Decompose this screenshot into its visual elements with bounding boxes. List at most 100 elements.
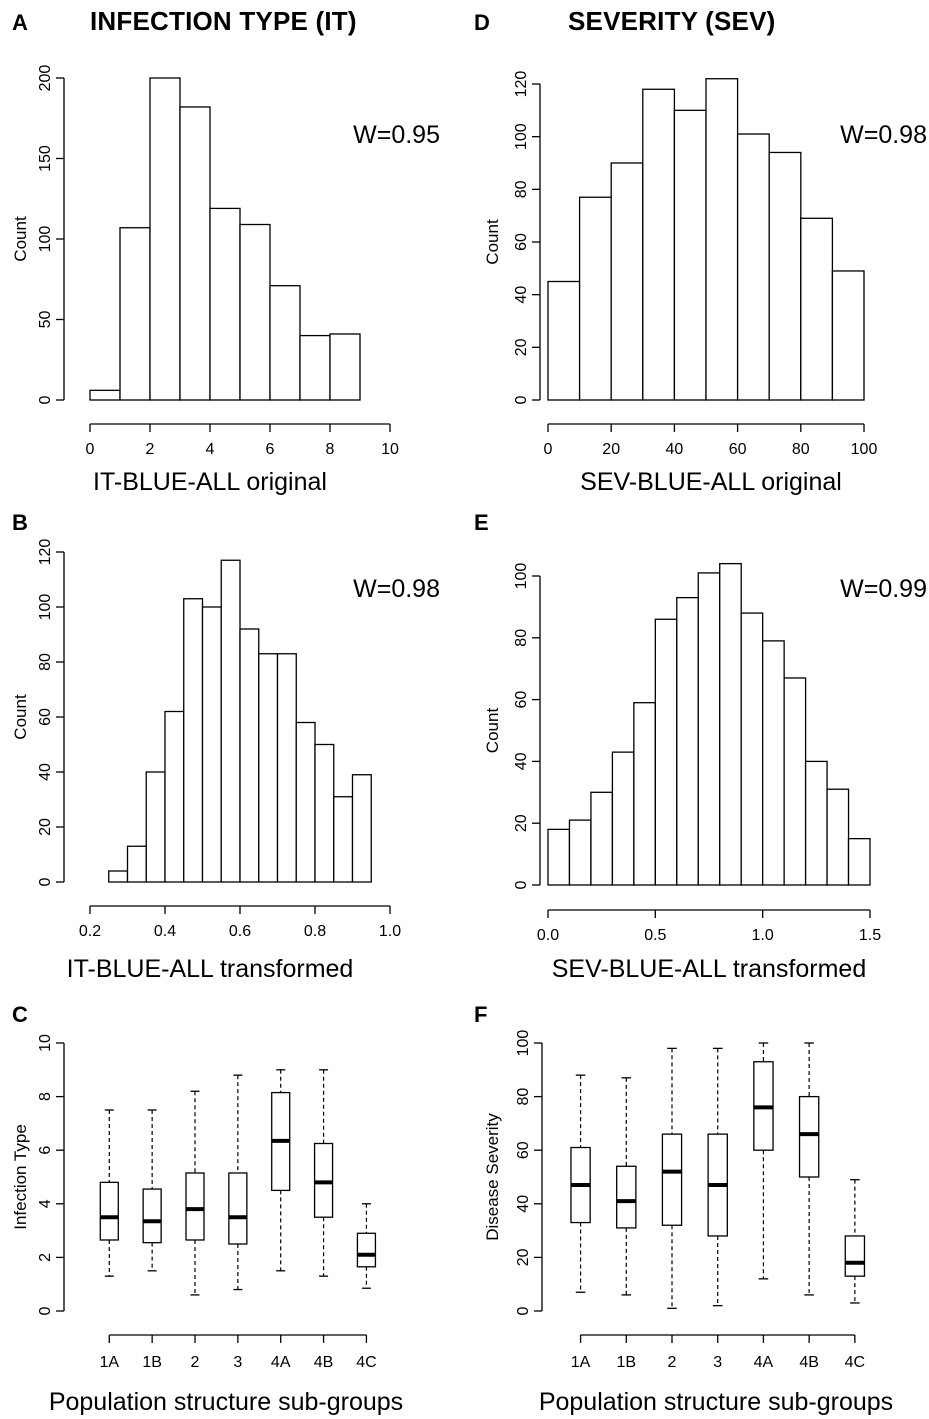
histogram-bar bbox=[296, 723, 315, 883]
y-axis-label: Disease Severity bbox=[483, 1113, 502, 1241]
histogram-bar bbox=[210, 208, 240, 400]
histogram-bar bbox=[278, 654, 297, 882]
x-tick-label: 8 bbox=[326, 441, 335, 458]
y-tick-label: 0 bbox=[37, 1306, 54, 1315]
y-tick-label: 100 bbox=[513, 563, 530, 590]
x-axis-label: Population structure sub-groups bbox=[49, 1388, 403, 1416]
iqr-box bbox=[845, 1236, 864, 1276]
histogram-bar bbox=[741, 613, 762, 885]
histogram-bar bbox=[580, 197, 612, 400]
histogram-bar bbox=[221, 560, 240, 882]
boxplot-4b bbox=[315, 1070, 333, 1276]
boxplot-1b bbox=[617, 1078, 636, 1295]
boxplot-4c bbox=[845, 1180, 864, 1303]
boxplot-1a bbox=[100, 1110, 118, 1276]
x-axis-label: Population structure sub-groups bbox=[539, 1388, 893, 1416]
histogram-bar bbox=[146, 772, 165, 882]
histogram-bar bbox=[849, 839, 870, 885]
boxplot-2 bbox=[662, 1048, 681, 1308]
panel-f: 020406080100Disease Severity1A 1B 2 3 4A 4B 4C… bbox=[483, 1030, 893, 1416]
y-axis-label: Count bbox=[483, 708, 502, 754]
panel-e: 020406080100Count0.0 0.5 1.0 1.5W=0.99SEV-B… bbox=[483, 563, 927, 983]
x-tick-label: 0 bbox=[86, 441, 95, 458]
histogram-bar bbox=[165, 712, 184, 883]
x-tick-label: 4 bbox=[206, 441, 215, 458]
boxplot-4a bbox=[272, 1070, 290, 1271]
histogram-bar bbox=[120, 228, 150, 400]
histogram-bar bbox=[720, 564, 741, 885]
boxplot-3 bbox=[708, 1048, 727, 1305]
y-tick-label: 6 bbox=[37, 1146, 54, 1155]
x-axis-label: IT-BLUE-ALL original bbox=[93, 468, 327, 496]
x-axis-label: IT-BLUE-ALL transformed bbox=[67, 955, 354, 983]
y-tick-label: 0 bbox=[513, 395, 530, 404]
x-tick-label: 0.0 bbox=[537, 927, 559, 944]
histogram-bar bbox=[611, 163, 643, 400]
histogram-bar bbox=[643, 89, 675, 400]
histogram-bar bbox=[330, 334, 360, 400]
y-tick-label: 200 bbox=[37, 65, 54, 92]
y-tick-label: 40 bbox=[513, 286, 530, 304]
y-tick-label: 20 bbox=[515, 1248, 532, 1266]
y-tick-label: 60 bbox=[513, 233, 530, 251]
histogram-bar bbox=[203, 607, 222, 882]
histogram-bar bbox=[548, 282, 580, 401]
y-tick-label: 100 bbox=[37, 594, 54, 621]
x-tick-label: 1.5 bbox=[859, 927, 881, 944]
boxplot-1b bbox=[143, 1110, 161, 1271]
iqr-box bbox=[229, 1173, 247, 1244]
y-tick-label: 100 bbox=[513, 123, 530, 150]
y-tick-label: 80 bbox=[515, 1088, 532, 1106]
histogram-bar bbox=[806, 761, 827, 885]
y-tick-label: 0 bbox=[37, 877, 54, 886]
histogram-bar bbox=[769, 152, 801, 400]
x-tick-label: 100 bbox=[851, 441, 878, 458]
boxplot-4a bbox=[754, 1043, 773, 1279]
shapiro-w-annotation: W=0.98 bbox=[840, 121, 927, 149]
shapiro-w-annotation: W=0.99 bbox=[840, 575, 927, 603]
histogram-bar bbox=[334, 797, 353, 882]
x-tick-label: 3 bbox=[233, 1354, 242, 1371]
iqr-box bbox=[800, 1097, 819, 1177]
histogram-bar bbox=[128, 846, 147, 882]
y-tick-label: 40 bbox=[513, 752, 530, 770]
x-tick-label: 0.8 bbox=[304, 923, 326, 940]
boxplot-2 bbox=[186, 1091, 204, 1295]
x-tick-label: 1A bbox=[99, 1354, 119, 1371]
panel-a: 0 50 100 150 200 Count 0 2 4 6 8 10 W=0.95 IT-BLUE-AL… bbox=[11, 65, 440, 496]
histogram-bar bbox=[109, 871, 128, 882]
histogram-bar bbox=[270, 286, 300, 400]
histogram-bar bbox=[315, 745, 334, 883]
x-tick-label: 1B bbox=[616, 1354, 636, 1371]
x-tick-label: 4B bbox=[314, 1354, 334, 1371]
y-tick-label: 120 bbox=[513, 71, 530, 98]
panel-c: 0 2 4 6 8 10 Infection Type 1A 1B 2 3 4A 4B 4C Populat… bbox=[11, 1034, 403, 1416]
y-tick-label: 60 bbox=[515, 1141, 532, 1159]
histogram-bar bbox=[90, 390, 120, 400]
histogram-bar bbox=[612, 752, 633, 885]
x-tick-label: 3 bbox=[713, 1354, 722, 1371]
y-tick-label: 80 bbox=[513, 629, 530, 647]
x-axis-label: SEV-BLUE-ALL original bbox=[580, 468, 842, 496]
x-tick-label: 2 bbox=[146, 441, 155, 458]
boxplot-1a bbox=[571, 1075, 590, 1292]
y-tick-label: 10 bbox=[37, 1034, 54, 1052]
x-axis-label: SEV-BLUE-ALL transformed bbox=[552, 955, 867, 983]
x-tick-label: 4B bbox=[799, 1354, 819, 1371]
histogram-bar bbox=[150, 78, 180, 400]
iqr-box bbox=[143, 1189, 161, 1243]
iqr-box bbox=[315, 1144, 333, 1218]
y-tick-label: 40 bbox=[37, 763, 54, 781]
x-tick-label: 4A bbox=[271, 1354, 291, 1371]
histogram-bar bbox=[300, 336, 330, 400]
y-tick-label: 4 bbox=[37, 1199, 54, 1208]
boxplot-4c bbox=[357, 1204, 375, 1288]
y-tick-label: 0 bbox=[37, 395, 54, 404]
x-tick-label: 4C bbox=[356, 1354, 376, 1371]
x-tick-label: 20 bbox=[602, 441, 620, 458]
histogram-bar bbox=[784, 678, 805, 885]
x-tick-label: 2 bbox=[668, 1354, 677, 1371]
panel-d: 020406080100120Count0 20 40 60 80 100W=0.98SE… bbox=[483, 71, 927, 496]
histogram-bar bbox=[634, 703, 655, 885]
